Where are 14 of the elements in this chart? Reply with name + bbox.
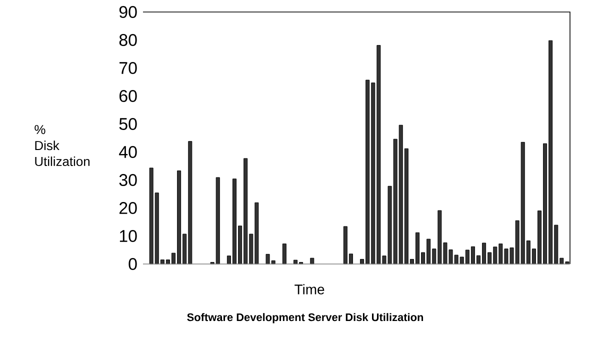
y-tick-label: 40 <box>119 146 137 158</box>
y-tick-label: 10 <box>120 230 137 242</box>
y-tick-label: 30 <box>119 174 137 186</box>
y-axis-title: % Disk Utilization <box>34 125 90 166</box>
y-tick-label: 60 <box>120 90 137 102</box>
text: Software Development Server Disk Utilization <box>187 313 424 324</box>
x-axis-title: Time <box>294 284 324 294</box>
y-tick-label: 0 <box>128 258 137 270</box>
y-tick-label: 90 <box>119 6 137 18</box>
y-tick-label: 80 <box>119 34 137 46</box>
y-tick-label: 70 <box>120 62 137 74</box>
bar <box>282 244 286 264</box>
y-tick-label: 20 <box>120 202 137 214</box>
y-tick-label: 50 <box>119 118 137 130</box>
